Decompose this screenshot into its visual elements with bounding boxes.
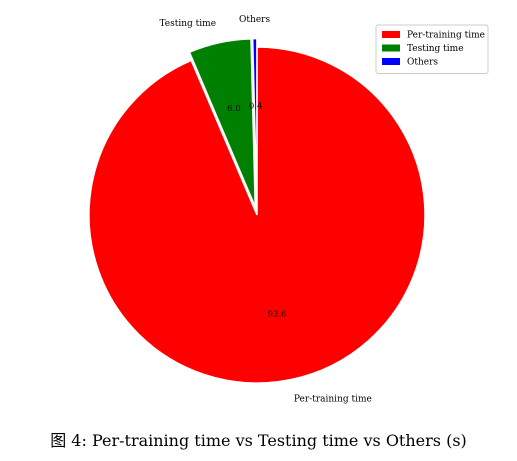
legend-label-testing-time: Testing time: [407, 44, 464, 54]
legend: Per-training time Testing time Others: [375, 24, 489, 74]
pie-slice-per-training-time: [88, 46, 426, 384]
pie-chart: 93.6 6.0 0.4 Per-training time Testing time…: [88, 15, 489, 405]
legend-label-others: Others: [407, 58, 438, 68]
legend-swatch-others: [382, 58, 400, 65]
legend-swatch-testing-time: [382, 44, 400, 52]
legend-swatch-per-training-time: [382, 31, 400, 38]
pie-category-label-per-training-time: Per-training time: [294, 395, 372, 405]
figure-caption: 图 4: Per-training time vs Testing time v…: [50, 431, 467, 450]
pie-category-labels: Per-training time Testing time Others: [160, 15, 372, 405]
legend-items: Per-training time Testing time Others: [382, 31, 485, 68]
pie-percentage-labels: 93.6 6.0 0.4: [227, 101, 287, 319]
legend-label-per-training-time: Per-training time: [407, 31, 485, 41]
pie-category-label-others: Others: [239, 15, 270, 25]
legend-box: [375, 24, 489, 74]
pie-slice-testing-time: [188, 38, 256, 208]
pie-category-label-testing-time: Testing time: [160, 19, 217, 29]
pie-value-label-others: 0.4: [249, 101, 263, 111]
pie-slices: [88, 37, 426, 384]
pie-value-label-testing-time: 6.0: [227, 104, 241, 114]
pie-value-label-per-training-time: 93.6: [268, 309, 287, 319]
pie-slice-others: [251, 37, 258, 207]
